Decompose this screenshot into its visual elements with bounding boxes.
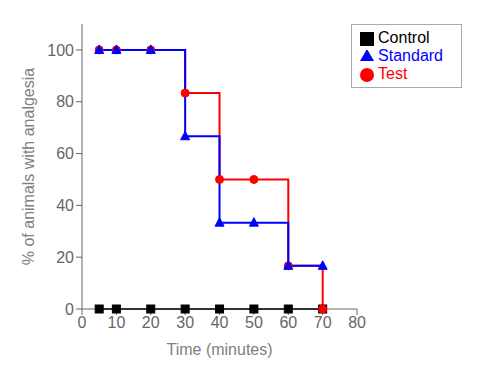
- svg-text:80: 80: [348, 314, 366, 331]
- html-text:Standard: Standard: [378, 47, 443, 64]
- svg-text:0: 0: [65, 301, 74, 318]
- svg-text:10: 10: [107, 314, 125, 331]
- svg-text:40: 40: [211, 314, 229, 331]
- svg-text:100: 100: [47, 42, 74, 59]
- svg-text:20: 20: [56, 249, 74, 266]
- svg-text:30: 30: [176, 314, 194, 331]
- svg-text:Time (minutes): Time (minutes): [166, 341, 272, 358]
- svg-text:50: 50: [245, 314, 263, 331]
- html-text:Test: Test: [378, 65, 408, 82]
- svg-text:0: 0: [78, 314, 87, 331]
- svg-text:% of animals with analgesia: % of animals with analgesia: [20, 68, 37, 266]
- html-text:Control: Control: [378, 29, 430, 46]
- svg-text:70: 70: [314, 314, 332, 331]
- svg-text:60: 60: [279, 314, 297, 331]
- svg-text:80: 80: [56, 93, 74, 110]
- svg-text:60: 60: [56, 145, 74, 162]
- svg-text:40: 40: [56, 197, 74, 214]
- svg-text:20: 20: [142, 314, 160, 331]
